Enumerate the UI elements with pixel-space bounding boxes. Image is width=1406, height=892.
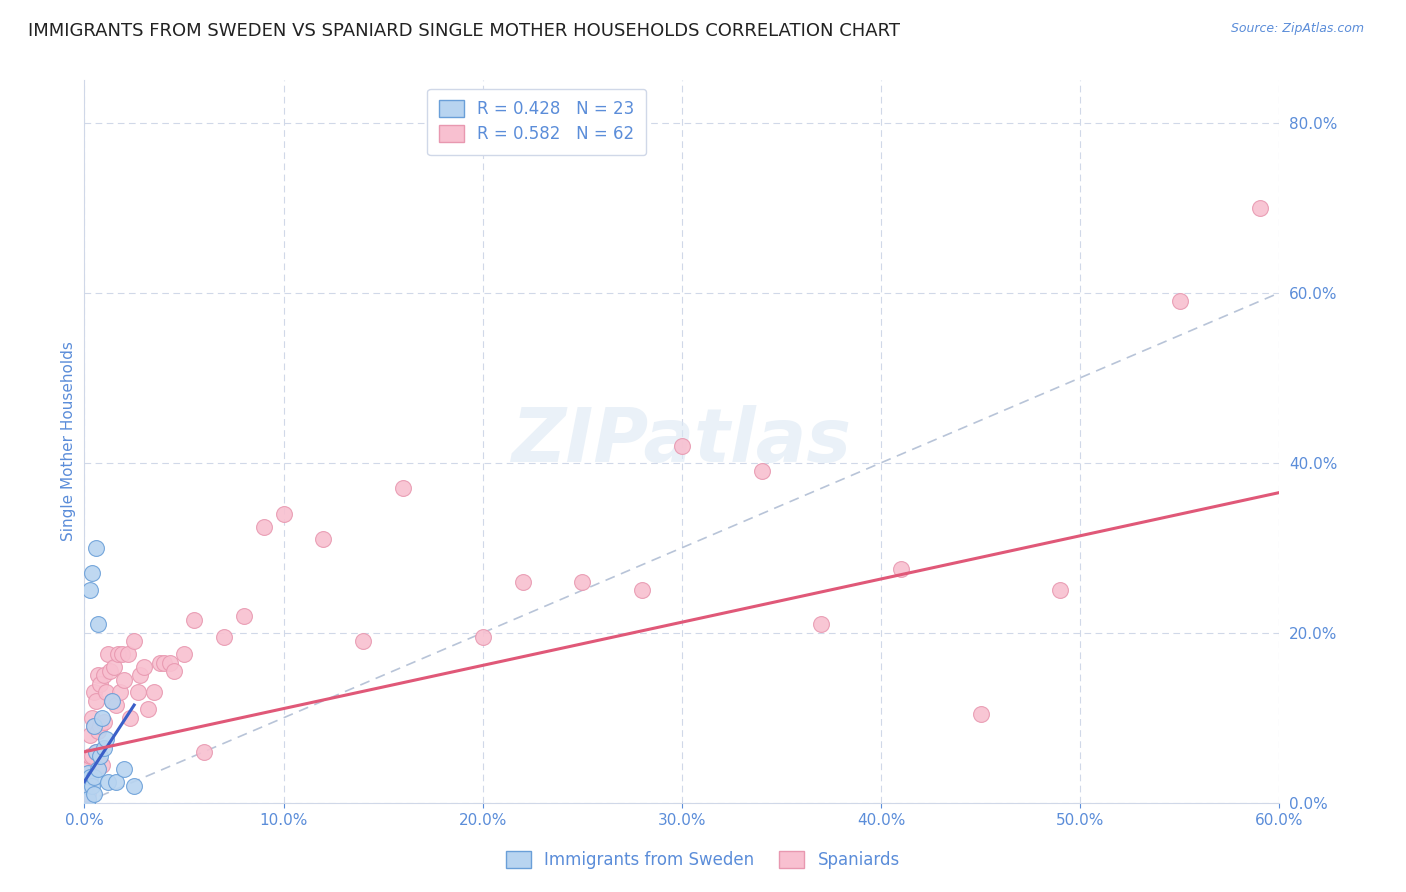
- Point: [87, 668, 110, 682]
- Point: [132, 660, 156, 674]
- Point: [111, 647, 134, 661]
- Point: [86, 745, 108, 759]
- Point: [232, 608, 254, 623]
- Point: [77, 787, 100, 801]
- Point: [112, 762, 135, 776]
- Point: [120, 711, 142, 725]
- Point: [87, 723, 110, 738]
- Point: [512, 574, 534, 589]
- Point: [810, 617, 832, 632]
- Point: [751, 464, 773, 478]
- Point: [122, 779, 145, 793]
- Point: [103, 660, 125, 674]
- Point: [101, 694, 124, 708]
- Text: Source: ZipAtlas.com: Source: ZipAtlas.com: [1230, 22, 1364, 36]
- Point: [143, 685, 166, 699]
- Point: [127, 685, 149, 699]
- Point: [79, 728, 101, 742]
- Point: [82, 711, 104, 725]
- Point: [163, 664, 186, 678]
- Point: [571, 574, 593, 589]
- Point: [671, 439, 693, 453]
- Point: [122, 634, 145, 648]
- Point: [112, 673, 135, 687]
- Point: [86, 745, 108, 759]
- Point: [312, 533, 335, 547]
- Point: [79, 583, 101, 598]
- Point: [82, 566, 104, 581]
- Point: [98, 664, 121, 678]
- Legend: R = 0.428   N = 23, R = 0.582   N = 62: R = 0.428 N = 23, R = 0.582 N = 62: [427, 88, 647, 155]
- Point: [79, 749, 101, 764]
- Point: [117, 647, 139, 661]
- Point: [153, 656, 176, 670]
- Point: [83, 719, 105, 733]
- Point: [1049, 583, 1071, 598]
- Point: [105, 698, 128, 712]
- Point: [107, 647, 129, 661]
- Point: [86, 694, 108, 708]
- Point: [352, 634, 374, 648]
- Point: [86, 541, 108, 555]
- Point: [83, 685, 105, 699]
- Point: [273, 507, 295, 521]
- Point: [77, 766, 100, 780]
- Point: [392, 481, 415, 495]
- Point: [83, 719, 105, 733]
- Text: ZIPatlas: ZIPatlas: [512, 405, 852, 478]
- Point: [79, 770, 101, 784]
- Point: [91, 711, 114, 725]
- Point: [93, 714, 115, 729]
- Point: [970, 706, 993, 721]
- Point: [890, 562, 912, 576]
- Point: [183, 613, 205, 627]
- Point: [149, 656, 172, 670]
- Point: [101, 694, 124, 708]
- Point: [97, 774, 120, 789]
- Point: [159, 656, 181, 670]
- Point: [75, 779, 97, 793]
- Point: [89, 677, 111, 691]
- Point: [1168, 294, 1191, 309]
- Point: [77, 762, 100, 776]
- Y-axis label: Single Mother Households: Single Mother Households: [60, 342, 76, 541]
- Point: [193, 745, 215, 759]
- Text: IMMIGRANTS FROM SWEDEN VS SPANIARD SINGLE MOTHER HOUSEHOLDS CORRELATION CHART: IMMIGRANTS FROM SWEDEN VS SPANIARD SINGL…: [28, 22, 900, 40]
- Point: [212, 630, 235, 644]
- Point: [89, 719, 111, 733]
- Point: [82, 779, 104, 793]
- Point: [83, 787, 105, 801]
- Point: [82, 749, 104, 764]
- Point: [97, 647, 120, 661]
- Point: [93, 740, 115, 755]
- Point: [110, 685, 132, 699]
- Point: [631, 583, 654, 598]
- Legend: Immigrants from Sweden, Spaniards: Immigrants from Sweden, Spaniards: [496, 841, 910, 880]
- Point: [91, 757, 114, 772]
- Point: [93, 668, 115, 682]
- Point: [136, 702, 159, 716]
- Point: [1249, 201, 1271, 215]
- Point: [96, 732, 118, 747]
- Point: [96, 685, 118, 699]
- Point: [173, 647, 195, 661]
- Point: [89, 749, 111, 764]
- Point: [471, 630, 494, 644]
- Point: [129, 668, 152, 682]
- Point: [77, 791, 100, 805]
- Point: [83, 770, 105, 784]
- Point: [87, 617, 110, 632]
- Point: [253, 519, 276, 533]
- Point: [105, 774, 128, 789]
- Point: [75, 779, 97, 793]
- Point: [87, 762, 110, 776]
